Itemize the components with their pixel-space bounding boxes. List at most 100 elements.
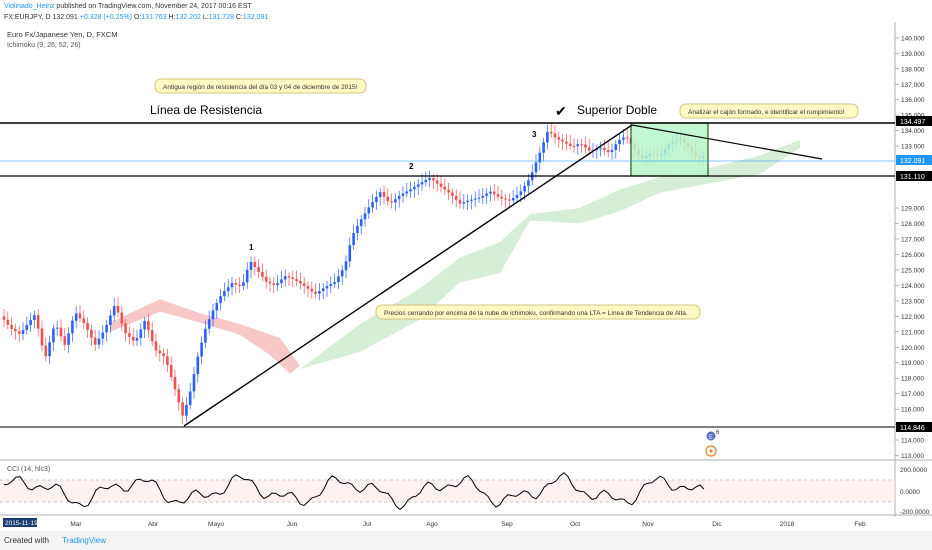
price-tick-label: 133.000 bbox=[901, 144, 925, 151]
time-tick-label: 2018 bbox=[780, 521, 795, 528]
candle-body bbox=[508, 199, 511, 201]
candle-body bbox=[112, 305, 116, 316]
candle-body bbox=[511, 197, 515, 201]
event-count: 6 bbox=[716, 430, 720, 436]
candle-body bbox=[523, 185, 526, 192]
candle-body bbox=[204, 328, 207, 343]
cci-title: CCI (14, hlc3) bbox=[7, 466, 50, 473]
candle-body bbox=[36, 315, 40, 329]
cci-line bbox=[3, 472, 705, 511]
candle-body bbox=[363, 213, 367, 220]
candle-body bbox=[489, 191, 492, 194]
start-date-badge bbox=[3, 518, 37, 527]
price-change: +0.328 (+0.25%) bbox=[79, 14, 132, 21]
candle-body bbox=[196, 356, 200, 374]
candle-body bbox=[386, 196, 390, 202]
candle-body bbox=[470, 199, 473, 201]
candle-body bbox=[215, 303, 219, 311]
candle-body bbox=[78, 313, 82, 319]
candle-body bbox=[599, 147, 602, 149]
price-tick-label: 128.000 bbox=[901, 221, 925, 228]
candle-body bbox=[519, 191, 523, 196]
candle-body bbox=[128, 333, 131, 337]
candle-body bbox=[576, 144, 580, 147]
candle-body bbox=[344, 261, 348, 271]
candle-body bbox=[17, 331, 21, 334]
event-icon[interactable] bbox=[705, 430, 717, 442]
box-callout-text: Analizar el cajón formado, e identificar… bbox=[688, 109, 845, 116]
candle-body bbox=[447, 189, 450, 193]
candle-body bbox=[143, 321, 146, 330]
low-price-label: 114.846 bbox=[900, 425, 925, 432]
candle-body bbox=[181, 402, 184, 416]
candle-body bbox=[492, 191, 496, 195]
ohlc-line: FX:EURJPY, D 132.091 +0.328 (+0.25%) O:1… bbox=[4, 14, 268, 21]
candle-body bbox=[337, 276, 340, 283]
candle-body bbox=[82, 318, 86, 323]
candle-body bbox=[226, 287, 230, 292]
descending-line[interactable] bbox=[631, 124, 823, 160]
low-label: L: bbox=[202, 14, 209, 21]
candle-body bbox=[63, 336, 67, 345]
candle-body bbox=[291, 277, 295, 280]
tradingview-logo[interactable]: TradingView bbox=[62, 536, 107, 545]
double-top-title: Superior Doble bbox=[577, 103, 657, 117]
resistance-callout[interactable] bbox=[154, 78, 367, 94]
candle-body bbox=[329, 284, 333, 287]
candle-body bbox=[44, 345, 48, 357]
price-axis[interactable]: 140.000139.000138.000137.000136.000135.0… bbox=[895, 35, 925, 460]
trend-callout[interactable] bbox=[375, 304, 701, 320]
candle-body bbox=[610, 150, 614, 153]
candle-body bbox=[561, 139, 564, 142]
wave-3-label: 3 bbox=[532, 130, 537, 139]
candle-body bbox=[219, 296, 222, 304]
candle-body bbox=[207, 319, 211, 329]
wave-2-label: 2 bbox=[409, 162, 414, 171]
wave-1-label: 1 bbox=[249, 243, 254, 252]
candle-body bbox=[405, 191, 409, 194]
open-value: 131.763 bbox=[141, 14, 167, 21]
high-value: 132.202 bbox=[175, 14, 201, 21]
candle-body bbox=[287, 276, 291, 278]
candle-body bbox=[542, 142, 545, 153]
candle-body bbox=[496, 194, 500, 197]
dividend-icon-dot bbox=[709, 449, 713, 453]
cci-tick-200: 200.0000 bbox=[900, 467, 927, 474]
candle-body bbox=[603, 147, 606, 151]
cci-tick-0: 0.0000 bbox=[900, 489, 920, 496]
close-value: 132.091 bbox=[242, 14, 269, 21]
resistance-callout-text: Antigua región de resistencia del día 03… bbox=[163, 84, 358, 91]
price-tick-label: 113.000 bbox=[901, 453, 924, 460]
candle-body bbox=[272, 283, 276, 286]
candle-body bbox=[185, 404, 188, 416]
candle-body bbox=[166, 356, 169, 365]
candle-body bbox=[268, 281, 272, 284]
candle-body bbox=[2, 316, 6, 320]
publisher-name[interactable]: Violinado_Heinz bbox=[4, 3, 55, 10]
resistance-title: Línea de Resistencia bbox=[150, 103, 262, 117]
candle-body bbox=[477, 197, 481, 199]
resistance-price-label: 134.497 bbox=[900, 119, 925, 126]
candle-body bbox=[515, 195, 519, 198]
candle-body bbox=[462, 202, 466, 204]
candle-body bbox=[356, 225, 359, 233]
candle-body bbox=[538, 152, 542, 163]
candle-body bbox=[443, 186, 447, 190]
candle-body bbox=[299, 280, 302, 284]
price-tick-label: 114.000 bbox=[901, 438, 924, 445]
candle-body bbox=[584, 144, 587, 148]
candle-body bbox=[116, 305, 120, 313]
candle-body bbox=[93, 337, 97, 345]
candle-body bbox=[101, 332, 105, 339]
candle-body bbox=[257, 266, 260, 272]
price-chart[interactable]: Euro Fx/Japanese Yen, D, FXCM Ichimoku (… bbox=[0, 22, 932, 532]
time-axis[interactable]: Mar Abr Mayo Jun Jul Ago Sep Oct Nov Dic 2018 Feb bbox=[70, 521, 866, 528]
legend-indicator: Ichimoku (9, 26, 52, 26) bbox=[7, 42, 81, 49]
candle-body bbox=[276, 283, 279, 286]
candle-body bbox=[242, 282, 245, 286]
uptrend-line[interactable] bbox=[183, 124, 633, 427]
start-date-label: 2015-11-19 bbox=[5, 520, 38, 527]
box-callout[interactable] bbox=[679, 103, 859, 119]
event-badge-label: E bbox=[709, 435, 713, 441]
last-price: 132.091 bbox=[52, 14, 78, 21]
